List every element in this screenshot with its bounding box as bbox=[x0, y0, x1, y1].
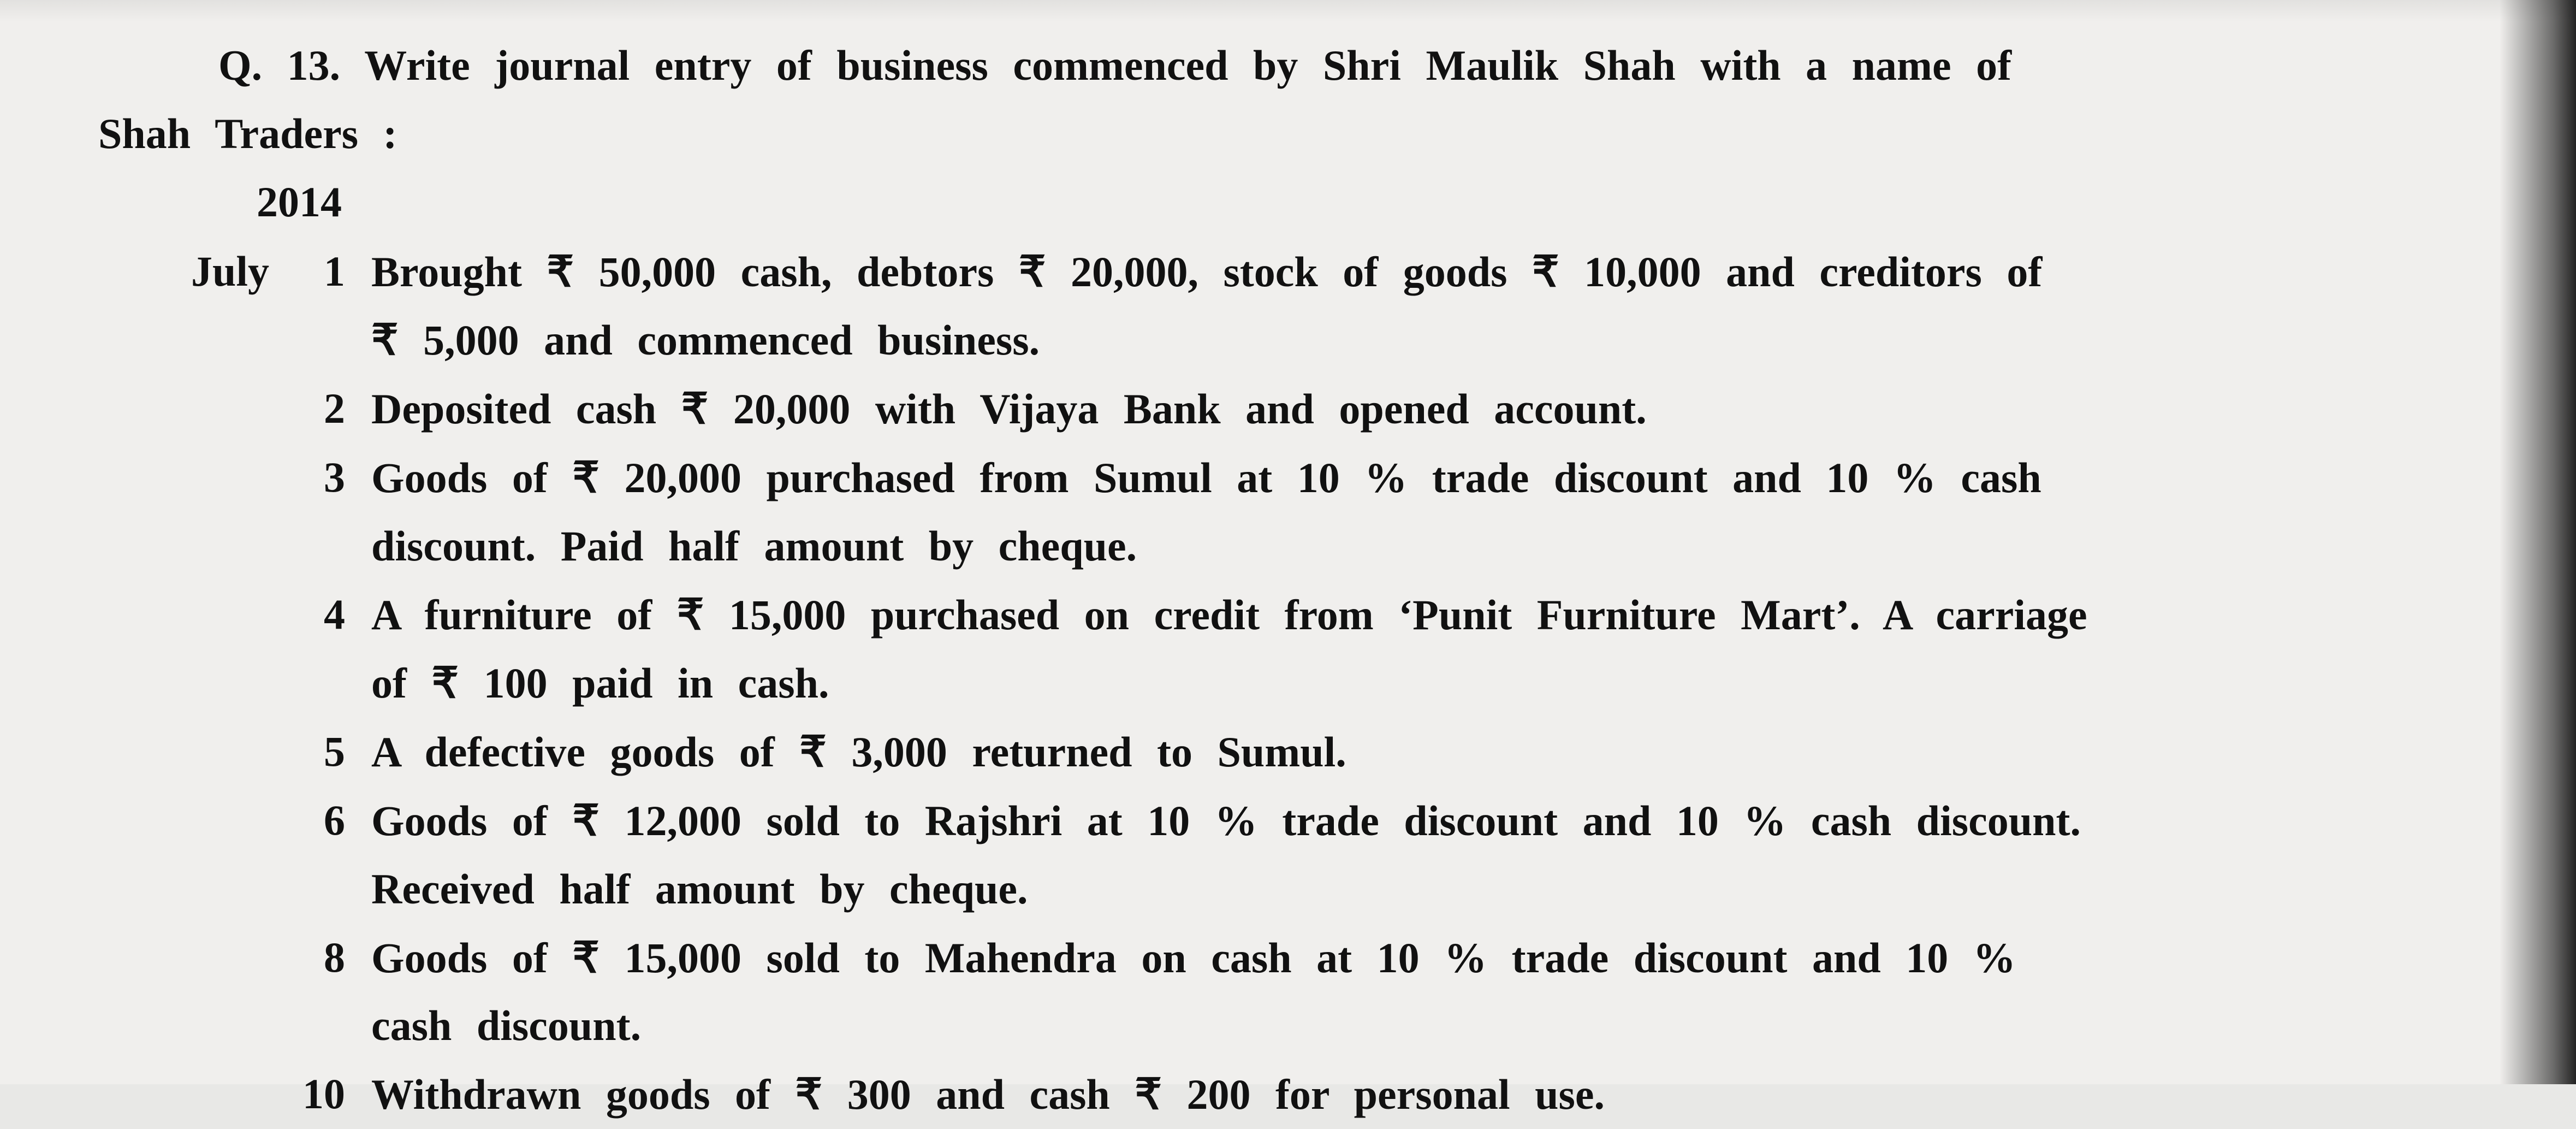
page-edge-shadow bbox=[2500, 0, 2576, 1084]
entry-day: 6 bbox=[262, 787, 371, 855]
entry-row: July1Brought ₹ 50,000 cash, debtors ₹ 20… bbox=[98, 238, 2500, 306]
entry-row: ₹ 5,000 and commenced business. bbox=[98, 306, 2500, 375]
entry-text: A defective goods of ₹ 3,000 returned to… bbox=[371, 718, 2500, 787]
entry-row: Received half amount by cheque. bbox=[98, 855, 2500, 924]
entry-text: ₹ 5,000 and commenced business. bbox=[371, 306, 2500, 375]
entry-text: Deposited cash ₹ 20,000 with Vijaya Bank… bbox=[371, 375, 2500, 444]
entry-row: 8Goods of ₹ 15,000 sold to Mahendra on c… bbox=[98, 924, 2500, 992]
question-line-1: Q. 13. Write journal entry of business c… bbox=[98, 33, 2500, 99]
entry-text: Goods of ₹ 15,000 sold to Mahendra on ca… bbox=[371, 924, 2500, 992]
entry-day: 4 bbox=[262, 581, 371, 649]
entry-row: 3Goods of ₹ 20,000 purchased from Sumul … bbox=[98, 444, 2500, 512]
entry-text: of ₹ 100 paid in cash. bbox=[371, 649, 2500, 718]
entry-text: Brought ₹ 50,000 cash, debtors ₹ 20,000,… bbox=[371, 238, 2500, 306]
entry-text: cash discount. bbox=[371, 992, 2500, 1060]
entry-row: 2Deposited cash ₹ 20,000 with Vijaya Ban… bbox=[98, 375, 2500, 444]
entry-row: 6Goods of ₹ 12,000 sold to Rajshri at 10… bbox=[98, 787, 2500, 855]
page-top-vignette bbox=[0, 0, 2576, 22]
entry-text: Withdrawn goods of ₹ 300 and cash ₹ 200 … bbox=[371, 1060, 2500, 1129]
entry-day: 10 bbox=[262, 1060, 371, 1128]
question-year: 2014 bbox=[257, 169, 2500, 235]
entry-day: 1 bbox=[262, 238, 371, 306]
entry-row: 10Withdrawn goods of ₹ 300 and cash ₹ 20… bbox=[98, 1060, 2500, 1129]
entry-day: 2 bbox=[262, 375, 371, 443]
question-text-1: Write journal entry of business commence… bbox=[364, 42, 2011, 89]
entry-day: 3 bbox=[262, 444, 371, 512]
entry-text: discount. Paid half amount by cheque. bbox=[371, 512, 2500, 581]
entries-list: July1Brought ₹ 50,000 cash, debtors ₹ 20… bbox=[98, 238, 2500, 1129]
entry-row: discount. Paid half amount by cheque. bbox=[98, 512, 2500, 581]
entry-row: cash discount. bbox=[98, 992, 2500, 1060]
entry-text: Received half amount by cheque. bbox=[371, 855, 2500, 924]
question-label: Q. 13. bbox=[218, 42, 340, 89]
entry-text: Goods of ₹ 20,000 purchased from Sumul a… bbox=[371, 444, 2500, 512]
entry-month: July bbox=[98, 238, 262, 306]
question-line-2: Shah Traders : bbox=[98, 101, 2500, 167]
entry-row: 4A furniture of ₹ 15,000 purchased on cr… bbox=[98, 581, 2500, 649]
entry-text: A furniture of ₹ 15,000 purchased on cre… bbox=[371, 581, 2500, 649]
entry-row: of ₹ 100 paid in cash. bbox=[98, 649, 2500, 718]
entry-day: 5 bbox=[262, 718, 371, 786]
document-page: Q. 13. Write journal entry of business c… bbox=[0, 0, 2576, 1084]
entry-row: 5A defective goods of ₹ 3,000 returned t… bbox=[98, 718, 2500, 787]
entry-text: Goods of ₹ 12,000 sold to Rajshri at 10 … bbox=[371, 787, 2500, 855]
entry-day: 8 bbox=[262, 924, 371, 992]
